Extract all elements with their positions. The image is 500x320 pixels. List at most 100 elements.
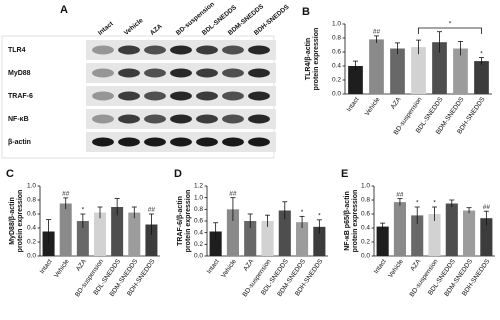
bar xyxy=(428,214,441,256)
blot-band xyxy=(118,137,140,147)
bar xyxy=(432,42,447,94)
y-axis-label: protein expression xyxy=(17,190,24,253)
y-axis-label: protein expression xyxy=(352,190,359,253)
y-tick-label: 0.6 xyxy=(332,49,341,56)
blot-band xyxy=(222,114,244,124)
blot-band xyxy=(144,68,166,78)
blot-band xyxy=(196,137,218,147)
y-tick-label: 0.0 xyxy=(361,253,370,260)
bar xyxy=(369,39,384,94)
blot-band xyxy=(196,114,218,124)
significance-label: * xyxy=(301,209,304,216)
blot-band xyxy=(170,91,192,101)
blot-band xyxy=(118,114,140,124)
significance-label: * xyxy=(318,213,321,220)
blot-band xyxy=(196,91,218,101)
y-tick-label: 0.0 xyxy=(332,91,341,98)
y-tick-label: 0.4 xyxy=(27,225,36,232)
blot-band xyxy=(118,45,140,55)
significance-label: * xyxy=(480,50,483,57)
bar xyxy=(278,210,291,256)
panel-label: B xyxy=(302,6,310,18)
y-axis-label: protein expression xyxy=(185,190,192,253)
bar xyxy=(463,210,476,256)
row-label: TLR4 xyxy=(8,47,26,54)
y-axis-label: MyD88/β-actin xyxy=(9,197,16,244)
blot-band xyxy=(196,45,218,55)
panel-label: D xyxy=(174,168,182,180)
blot-band xyxy=(144,114,166,124)
significance-label: * xyxy=(416,200,419,207)
y-tick-label: 0.2 xyxy=(361,239,370,246)
bar xyxy=(348,66,363,94)
blot-band xyxy=(92,45,114,55)
significance-label: ## xyxy=(373,29,381,36)
y-axis-label: protein expression xyxy=(313,28,320,91)
bar xyxy=(313,226,326,256)
row-label: MyD88 xyxy=(8,70,31,77)
blot-band xyxy=(118,68,140,78)
bar xyxy=(480,218,493,256)
blot-band xyxy=(248,114,270,124)
blot-band xyxy=(248,91,270,101)
y-tick-label: 0.8 xyxy=(194,206,203,213)
significance-label: * xyxy=(433,200,436,207)
blot-band xyxy=(92,137,114,147)
y-tick-label: 0.4 xyxy=(194,229,203,236)
bar xyxy=(59,203,72,256)
comparison-label: * xyxy=(449,21,452,28)
bar xyxy=(296,222,309,256)
bar xyxy=(209,231,222,256)
blot-band xyxy=(144,137,166,147)
comparison-bracket xyxy=(418,27,482,34)
blot-band xyxy=(196,68,218,78)
significance-label: ## xyxy=(62,191,70,198)
blot-band xyxy=(248,137,270,147)
bar xyxy=(128,212,141,256)
blot-band xyxy=(170,68,192,78)
y-axis-label: NF-κB p65/β-actin xyxy=(344,191,351,251)
bar xyxy=(42,231,55,256)
significance-label: * xyxy=(82,207,85,214)
y-tick-label: 1.2 xyxy=(194,183,203,190)
significance-label: ## xyxy=(148,207,156,214)
blot-band xyxy=(170,137,192,147)
y-tick-label: 0.2 xyxy=(332,77,341,84)
panel-label: C xyxy=(6,168,14,180)
blot-band xyxy=(144,91,166,101)
y-tick-label: 0.0 xyxy=(194,253,203,260)
bar xyxy=(76,221,89,256)
y-tick-label: 0.2 xyxy=(194,241,203,248)
y-tick-label: 0.6 xyxy=(194,218,203,225)
panel-label: A xyxy=(60,4,68,16)
y-axis-label: TRAF-6/β-actin xyxy=(177,196,184,246)
y-tick-label: 0.4 xyxy=(332,63,341,70)
y-tick-label: 0.6 xyxy=(361,211,370,218)
y-tick-label: 1.0 xyxy=(361,183,370,190)
blot-band xyxy=(170,114,192,124)
row-label: NF-κB xyxy=(8,116,29,123)
bar xyxy=(244,221,257,256)
y-tick-label: 0.8 xyxy=(332,35,341,42)
blot-band xyxy=(92,68,114,78)
bar xyxy=(145,224,158,256)
bar xyxy=(474,61,489,94)
bar xyxy=(453,48,468,94)
row-label: β-actin xyxy=(8,139,31,146)
y-tick-label: 1.0 xyxy=(194,194,203,201)
bar xyxy=(261,221,274,256)
blot-band xyxy=(222,45,244,55)
blot-band xyxy=(222,137,244,147)
blot-band xyxy=(248,68,270,78)
bar xyxy=(111,207,124,256)
significance-label: ## xyxy=(229,190,237,197)
y-tick-label: 0.8 xyxy=(361,197,370,204)
bar xyxy=(226,209,239,256)
y-tick-label: 0.0 xyxy=(27,253,36,260)
blot-band xyxy=(222,91,244,101)
blot-band xyxy=(222,68,244,78)
bar xyxy=(393,202,406,256)
panel-label: E xyxy=(341,168,348,180)
y-tick-label: 0.8 xyxy=(27,197,36,204)
